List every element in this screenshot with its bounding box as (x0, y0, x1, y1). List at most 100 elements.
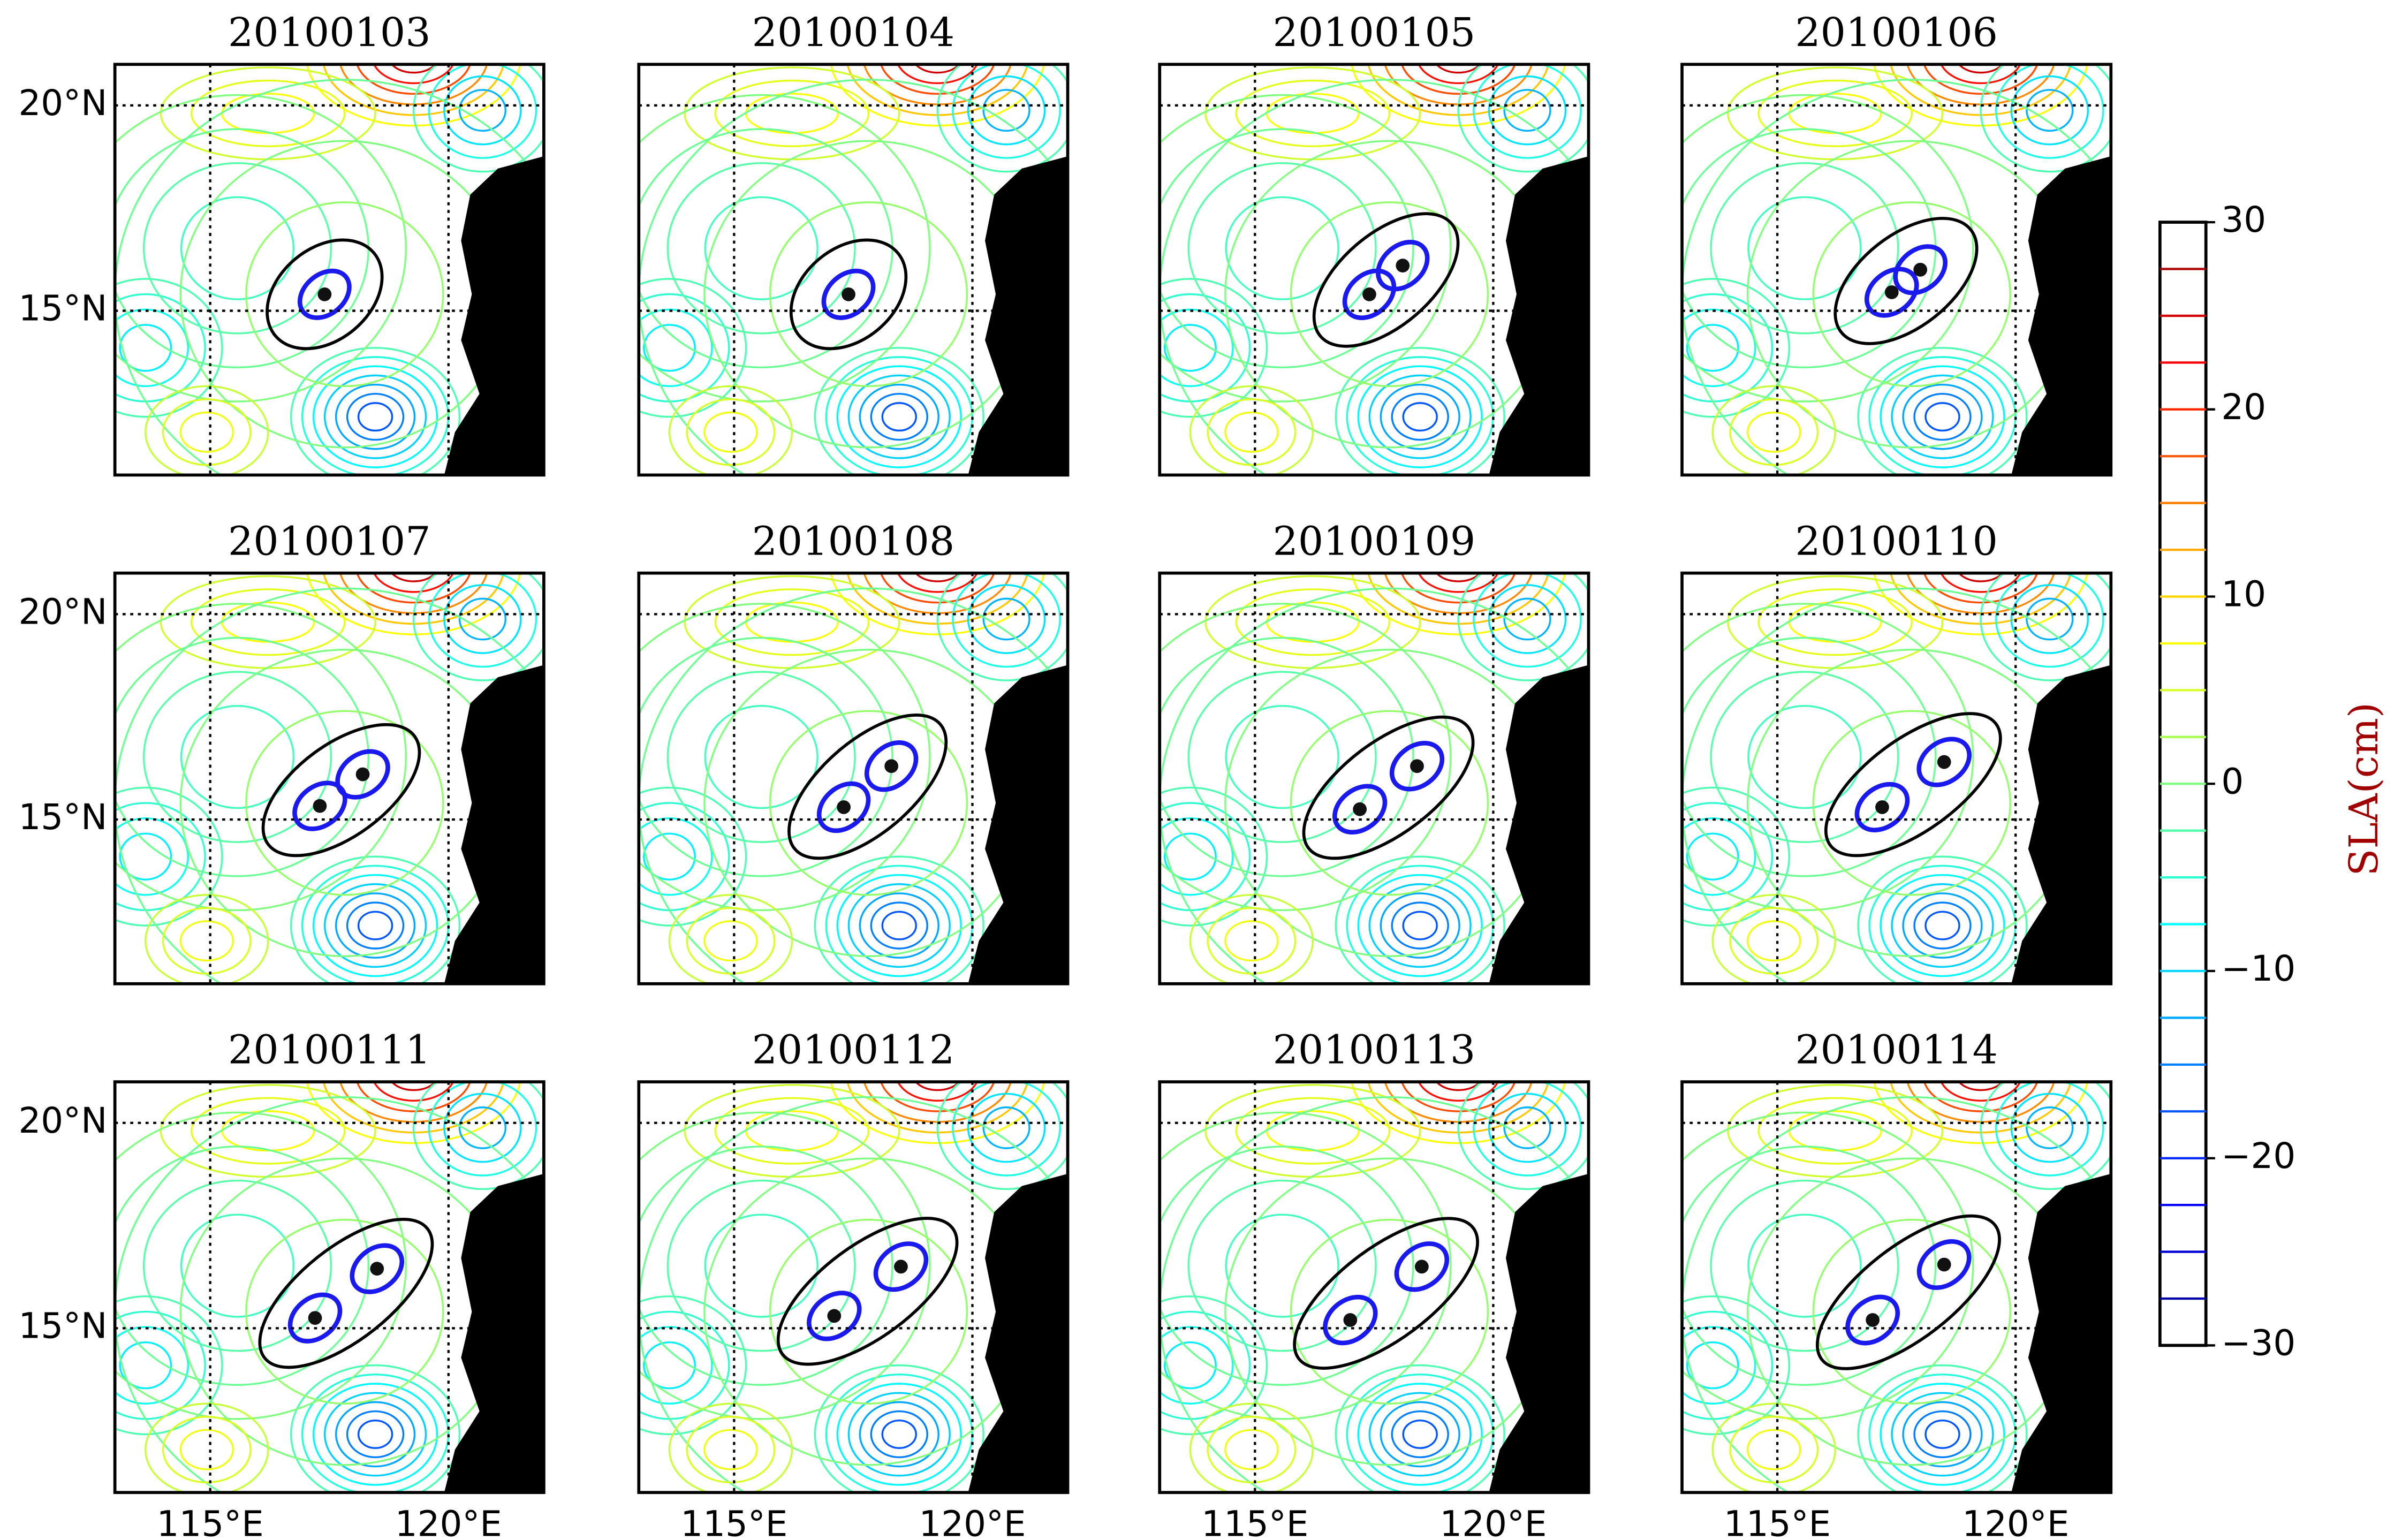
contour (1160, 603, 1452, 912)
eddy-center (1353, 802, 1367, 816)
contour (859, 892, 939, 959)
contour (1235, 588, 1391, 656)
contour (306, 1082, 521, 1144)
contour (1891, 374, 1994, 459)
contour (179, 920, 234, 962)
contour (1747, 705, 1862, 809)
contour (323, 374, 427, 459)
contour (1913, 392, 1972, 441)
contour (115, 128, 370, 369)
map-panel (115, 1082, 544, 1493)
contour (1400, 1082, 1516, 1112)
contour (245, 710, 444, 896)
eddy-contour (1916, 737, 1972, 787)
contour (115, 94, 407, 403)
contour (1503, 89, 1551, 132)
contour (1995, 1082, 2104, 1177)
contour (639, 786, 747, 927)
contour (1391, 901, 1449, 950)
contour (836, 365, 962, 468)
contour (668, 385, 793, 475)
contour (847, 374, 951, 459)
contour (666, 671, 856, 843)
contour (1160, 1096, 1589, 1493)
contour (115, 786, 223, 927)
contour (458, 597, 507, 641)
contour (180, 1213, 295, 1318)
land (2011, 665, 2111, 984)
contour (639, 1326, 713, 1405)
land (1489, 1173, 1589, 1493)
contour (668, 1402, 793, 1493)
eddy-contour (821, 268, 876, 320)
contour (847, 1392, 951, 1477)
contour (1160, 79, 1589, 475)
contour (1160, 308, 1234, 388)
contour (1857, 855, 2028, 984)
contour (1880, 874, 2005, 977)
eddy-contour (807, 1291, 862, 1341)
contour (1160, 1295, 1268, 1436)
contour (221, 601, 315, 643)
contour (1958, 573, 2004, 582)
contour (952, 1082, 1061, 1177)
contour (880, 573, 995, 604)
map-panel (1160, 1082, 1589, 1493)
contour (115, 1096, 544, 1493)
contour (323, 1392, 427, 1477)
contour (1747, 1213, 1862, 1318)
contour (881, 1419, 917, 1449)
contour (412, 1082, 544, 1190)
contour (142, 671, 332, 843)
contour (335, 892, 416, 959)
contour (1958, 64, 2004, 74)
contour (1357, 1383, 1483, 1486)
contour (1812, 710, 2011, 896)
contour (1902, 1401, 1983, 1468)
contour (870, 1410, 928, 1459)
contour (1164, 324, 1217, 372)
colorbar-tick-label: 0 (2221, 761, 2244, 802)
contour (412, 64, 544, 173)
contour (1160, 587, 1589, 984)
panel-title: 20100113 (1273, 1027, 1476, 1073)
contour (443, 1093, 522, 1163)
contour (1940, 573, 2021, 593)
contour (1710, 671, 1899, 843)
eddy-center (1343, 1313, 1358, 1327)
contour (1473, 64, 1582, 159)
contour (1380, 1401, 1460, 1468)
contour (221, 1110, 315, 1152)
contour (1857, 1364, 2028, 1493)
contour (323, 883, 427, 968)
contour (1682, 817, 1756, 896)
eddy-center (1362, 287, 1376, 301)
panel-title: 20100108 (752, 518, 955, 564)
contour (356, 573, 471, 604)
eddy-outline (261, 723, 421, 858)
contour (1913, 1410, 1972, 1459)
colorbar-tick-label: 30 (2221, 199, 2266, 240)
contour (952, 573, 1061, 668)
eddy-outline (789, 238, 908, 351)
contour (936, 64, 1068, 173)
contour (356, 64, 471, 95)
contour (1729, 398, 1819, 466)
eddy-outline (1302, 715, 1475, 860)
contour (1380, 892, 1460, 959)
contour (1857, 347, 2028, 475)
contour (428, 1082, 537, 1177)
contour (914, 64, 961, 74)
contour (1682, 1096, 2111, 1493)
map-panel (1160, 573, 1589, 984)
contour (1266, 601, 1360, 643)
contour (1980, 573, 2111, 681)
contour (179, 1429, 234, 1470)
contour (190, 1097, 346, 1165)
eddy-contour (1394, 1241, 1450, 1292)
contour (115, 79, 544, 475)
contour (881, 402, 917, 432)
contour (1729, 1416, 1819, 1484)
contour (2026, 597, 2074, 641)
contour (1873, 1082, 2088, 1144)
